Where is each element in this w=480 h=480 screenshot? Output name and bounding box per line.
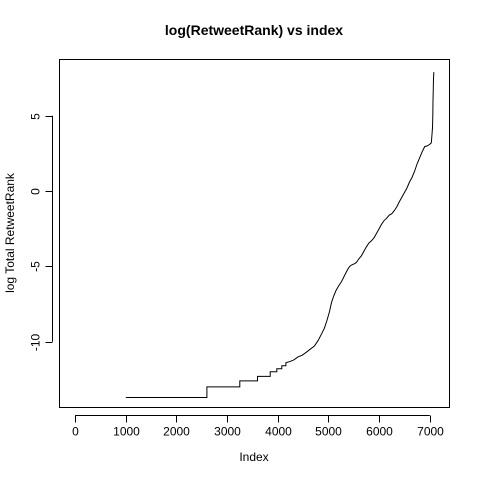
x-axis-label: Index: [239, 450, 268, 464]
y-tick-label: 0: [29, 188, 43, 195]
chart-title: log(RetweetRank) vs index: [165, 22, 343, 38]
x-tick-label: 0: [72, 425, 79, 439]
x-tick-label: 5000: [315, 425, 342, 439]
y-axis-label: log Total RetweetRank: [3, 172, 17, 293]
y-tick-label: 5: [29, 113, 43, 120]
y-tick-label: -5: [29, 261, 43, 272]
x-axis: 0 1000 2000 3000 4000 5000 6000 7000: [72, 415, 444, 439]
y-tick-label: -10: [29, 334, 43, 352]
x-tick-label: 2000: [163, 425, 190, 439]
x-tick-label: 7000: [417, 425, 444, 439]
series-line: [125, 72, 435, 398]
x-tick-label: 1000: [113, 425, 140, 439]
x-tick-label: 6000: [366, 425, 393, 439]
x-tick-label: 4000: [265, 425, 292, 439]
plot-frame: [59, 59, 450, 408]
x-tick-label: 3000: [214, 425, 241, 439]
y-axis: -10 -5 0 5: [29, 113, 53, 351]
